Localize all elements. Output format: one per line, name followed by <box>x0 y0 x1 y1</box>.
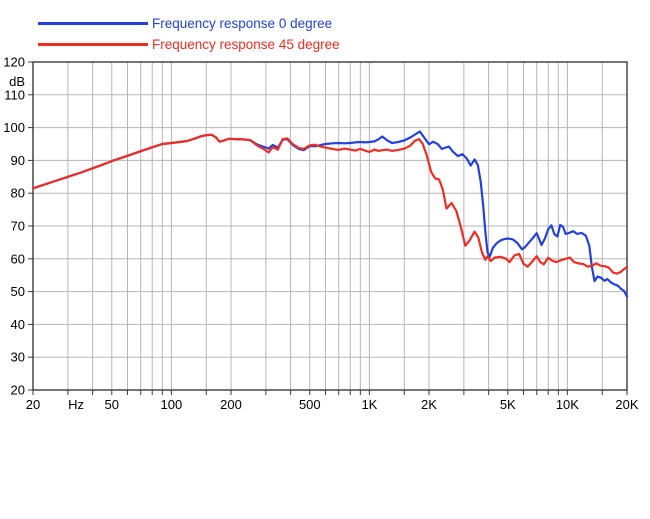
x-axis-tick-label: 20K <box>615 397 638 412</box>
legend-label-0deg: Frequency response 0 degree <box>152 16 333 31</box>
x-axis-tick-label: 50 <box>105 397 119 412</box>
x-axis-tick-label: 20 <box>26 397 40 412</box>
y-axis-tick-label: 40 <box>11 317 25 332</box>
legend-line-0deg-icon <box>38 22 148 25</box>
plot-border <box>32 61 628 391</box>
y-axis-tick-label: 70 <box>11 219 25 234</box>
y-axis-tick-label: 60 <box>11 251 25 266</box>
y-axis-tick-label: 120 <box>3 55 25 70</box>
y-axis-tick-label: 90 <box>11 153 25 168</box>
x-axis-unit-label: Hz <box>68 397 84 412</box>
legend-label-45deg: Frequency response 45 degree <box>152 37 340 52</box>
x-axis-tick-label: 10K <box>556 397 579 412</box>
y-axis-tick-label: 80 <box>11 186 25 201</box>
x-axis-tick-label: 1K <box>361 397 377 412</box>
series-line-45deg <box>31 133 629 275</box>
x-axis-tick-label: 100 <box>161 397 183 412</box>
chart-legend: Frequency response 0 degree Frequency re… <box>0 0 650 56</box>
x-axis-tick-label: 200 <box>220 397 242 412</box>
legend-line-45deg-icon <box>38 43 148 46</box>
x-axis-tick-label: 5K <box>500 397 516 412</box>
y-axis-tick-label: 110 <box>4 87 25 102</box>
x-axis-tick-label: 2K <box>421 397 437 412</box>
y-axis-unit-label: dB <box>9 74 25 89</box>
y-axis-tick-label: 20 <box>11 383 25 398</box>
y-axis-tick-label: 30 <box>11 350 25 365</box>
x-axis-tick-label: 500 <box>299 397 321 412</box>
y-axis-tick-label: 50 <box>11 284 25 299</box>
series-line-0deg <box>31 130 629 298</box>
y-axis-tick-label: 100 <box>3 120 25 135</box>
